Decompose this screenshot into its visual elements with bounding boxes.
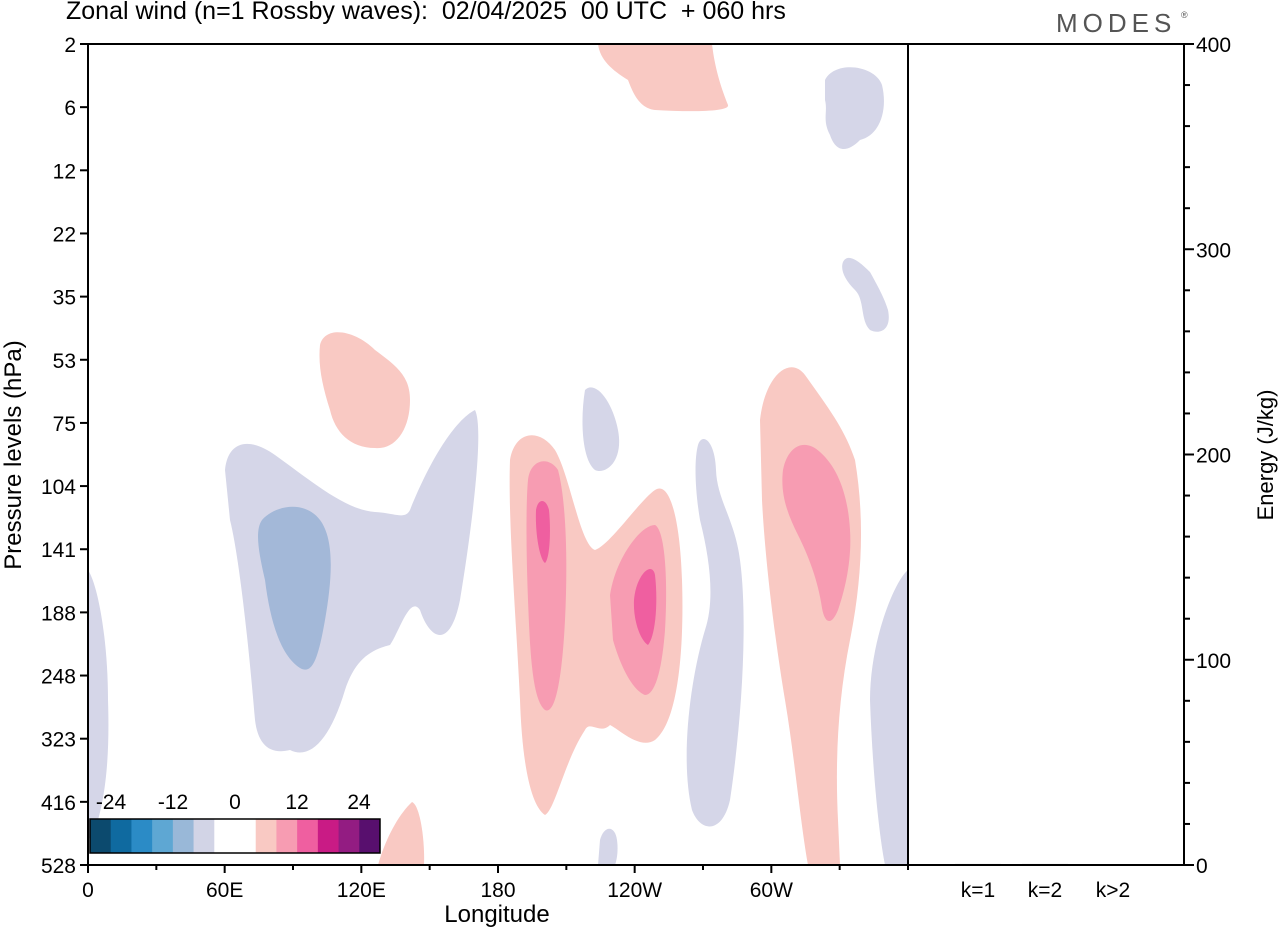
y-tick-label: 528	[41, 855, 76, 878]
y-tick-label: 104	[41, 476, 76, 499]
colorbar-swatch	[338, 819, 360, 853]
y-tick-label: 141	[41, 539, 76, 562]
colorbar-label: -12	[158, 791, 188, 814]
contour-negative-weak	[686, 438, 744, 827]
contour-positive-weak	[598, 44, 729, 112]
colorbar-swatch	[359, 819, 381, 853]
y-tick-label: 6	[64, 97, 76, 120]
colorbar: -24 -12 0 12 24	[89, 791, 381, 854]
energy-category-label: k=1	[961, 879, 995, 902]
colorbar-swatch	[90, 819, 112, 853]
colorbar-swatch	[214, 819, 236, 853]
y-tick-label: 53	[53, 350, 76, 373]
energy-axis-label: Energy (J/kg)	[1253, 390, 1278, 521]
colorbar-swatch	[317, 819, 340, 853]
x-tick-label: 120E	[337, 879, 386, 902]
contour-negative-weak	[598, 828, 618, 865]
contour-positive-weak	[760, 367, 862, 865]
y-tick-label: 416	[41, 792, 76, 815]
x-tick-label: 180	[480, 879, 515, 902]
contour-negative-weak	[225, 410, 479, 753]
y-tick-label: 35	[53, 287, 76, 310]
contour-negative-moderate	[258, 506, 331, 670]
contour-positive-weak	[378, 802, 425, 865]
x-tick-label: 60W	[750, 879, 793, 902]
energy-tick-label: 400	[1196, 34, 1231, 57]
brand-registered-mark: ®	[1181, 10, 1188, 20]
x-axis-label: Longitude	[444, 901, 549, 928]
y-tick-label: 12	[53, 160, 76, 183]
energy-category-label: k=2	[1028, 879, 1062, 902]
contour-negative-weak	[825, 67, 884, 150]
x-tick-label: 0	[82, 879, 94, 902]
colorbar-swatch	[152, 819, 174, 853]
contour-negative-weak	[582, 387, 620, 472]
y-tick-label: 2	[64, 34, 76, 57]
colorbar-swatch	[297, 819, 319, 853]
colorbar-frame	[89, 818, 381, 854]
colorbar-label: 0	[229, 791, 241, 814]
y-tick-label: 22	[53, 223, 76, 246]
energy-axis: 0 100 200 300 400	[1184, 34, 1231, 878]
chart-title: Zonal wind (n=1 Rossby waves): 02/04/202…	[66, 0, 786, 25]
contour-negative-weak	[870, 570, 908, 865]
contour-positive-weak	[319, 332, 410, 449]
energy-bar	[955, 863, 1001, 865]
colorbar-swatch	[110, 819, 132, 853]
contour-negative-weak	[842, 257, 889, 332]
energy-category-label: k>2	[1096, 879, 1130, 902]
colorbar-swatch	[193, 819, 215, 853]
energy-bar	[1022, 863, 1068, 865]
y-tick-label: 248	[41, 666, 76, 689]
colorbar-swatch	[131, 819, 153, 853]
energy-tick-label: 100	[1196, 650, 1231, 673]
energy-bars: k=1 k=2 k>2	[955, 863, 1136, 902]
colorbar-swatch	[235, 819, 257, 853]
energy-bar	[1090, 864, 1136, 866]
contour-positive-moderate	[782, 444, 851, 622]
energy-tick-label: 300	[1196, 239, 1231, 262]
colorbar-label: -24	[96, 791, 127, 814]
contour-positive-strong	[535, 501, 550, 563]
y-tick-label: 323	[41, 729, 76, 752]
y-axis-label: Pressure levels (hPa)	[0, 340, 27, 569]
colorbar-label: 12	[285, 791, 308, 814]
x-tick-label: 60E	[206, 879, 243, 902]
colorbar-swatch	[172, 819, 195, 853]
colorbar-swatch	[255, 819, 277, 853]
energy-tick-label: 200	[1196, 445, 1231, 468]
colorbar-swatch	[276, 819, 298, 853]
contour-positive-strong	[633, 569, 657, 645]
contour-field	[88, 44, 908, 865]
x-tick-label: 120W	[607, 879, 662, 902]
energy-tick-label: 0	[1196, 855, 1208, 878]
longitude-axis: 0 60E 120E 180 120W 60W	[82, 865, 909, 902]
pressure-axis: 2 6 12 22 35 53 75 104 141 188 248 323 416 528	[41, 34, 88, 878]
brand-logo: MODES	[1056, 8, 1177, 38]
y-tick-label: 75	[53, 413, 76, 436]
y-tick-label: 188	[41, 602, 76, 625]
colorbar-label: 24	[347, 791, 371, 814]
contour-negative-weak	[88, 570, 109, 840]
